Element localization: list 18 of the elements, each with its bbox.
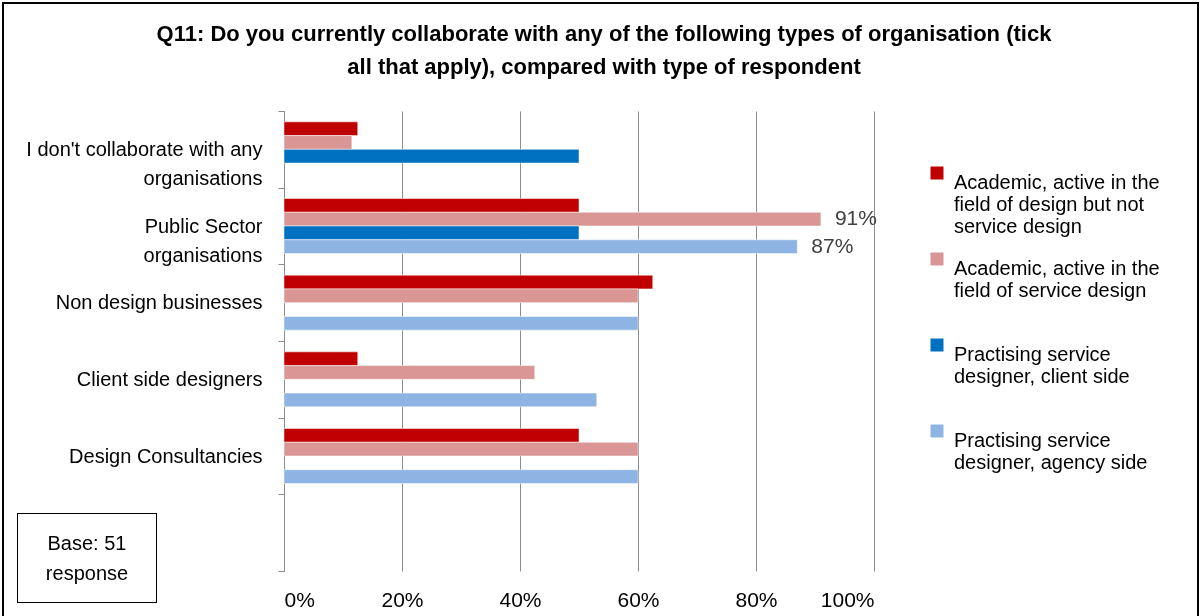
y-tick-label: I don't collaborate with any organisations (26, 137, 263, 189)
legend-label: Academic, active in the field of service design (954, 257, 1160, 301)
data-label: 87% (811, 233, 854, 257)
x-tick-label: 60% (617, 587, 660, 611)
y-tick-label: Client side designers (76, 367, 263, 390)
legend-label: Practising service designer, client side (954, 343, 1130, 387)
x-tick-label: 0% (284, 587, 315, 611)
note-box: Base: 51 response (17, 513, 157, 603)
y-tick-label: Non design businesses (55, 291, 263, 314)
x-tick-label: 20% (381, 587, 424, 611)
chart-title: Q11: Do you currently collaborate with any of the following types of organisation (tick all that apply), compared with type of respondent (156, 21, 1053, 79)
y-tick-label: Design Consultancies (69, 444, 263, 467)
x-tick-label: 40% (499, 587, 542, 611)
x-tick-label: 80% (735, 587, 778, 611)
x-tick-label: 100% (820, 587, 875, 611)
y-tick-label: Public Sector organisations (143, 214, 263, 266)
legend-label: Academic, active in the field of design but not service design (954, 171, 1160, 237)
legend-label: Practising service designer, agency side (954, 429, 1148, 473)
